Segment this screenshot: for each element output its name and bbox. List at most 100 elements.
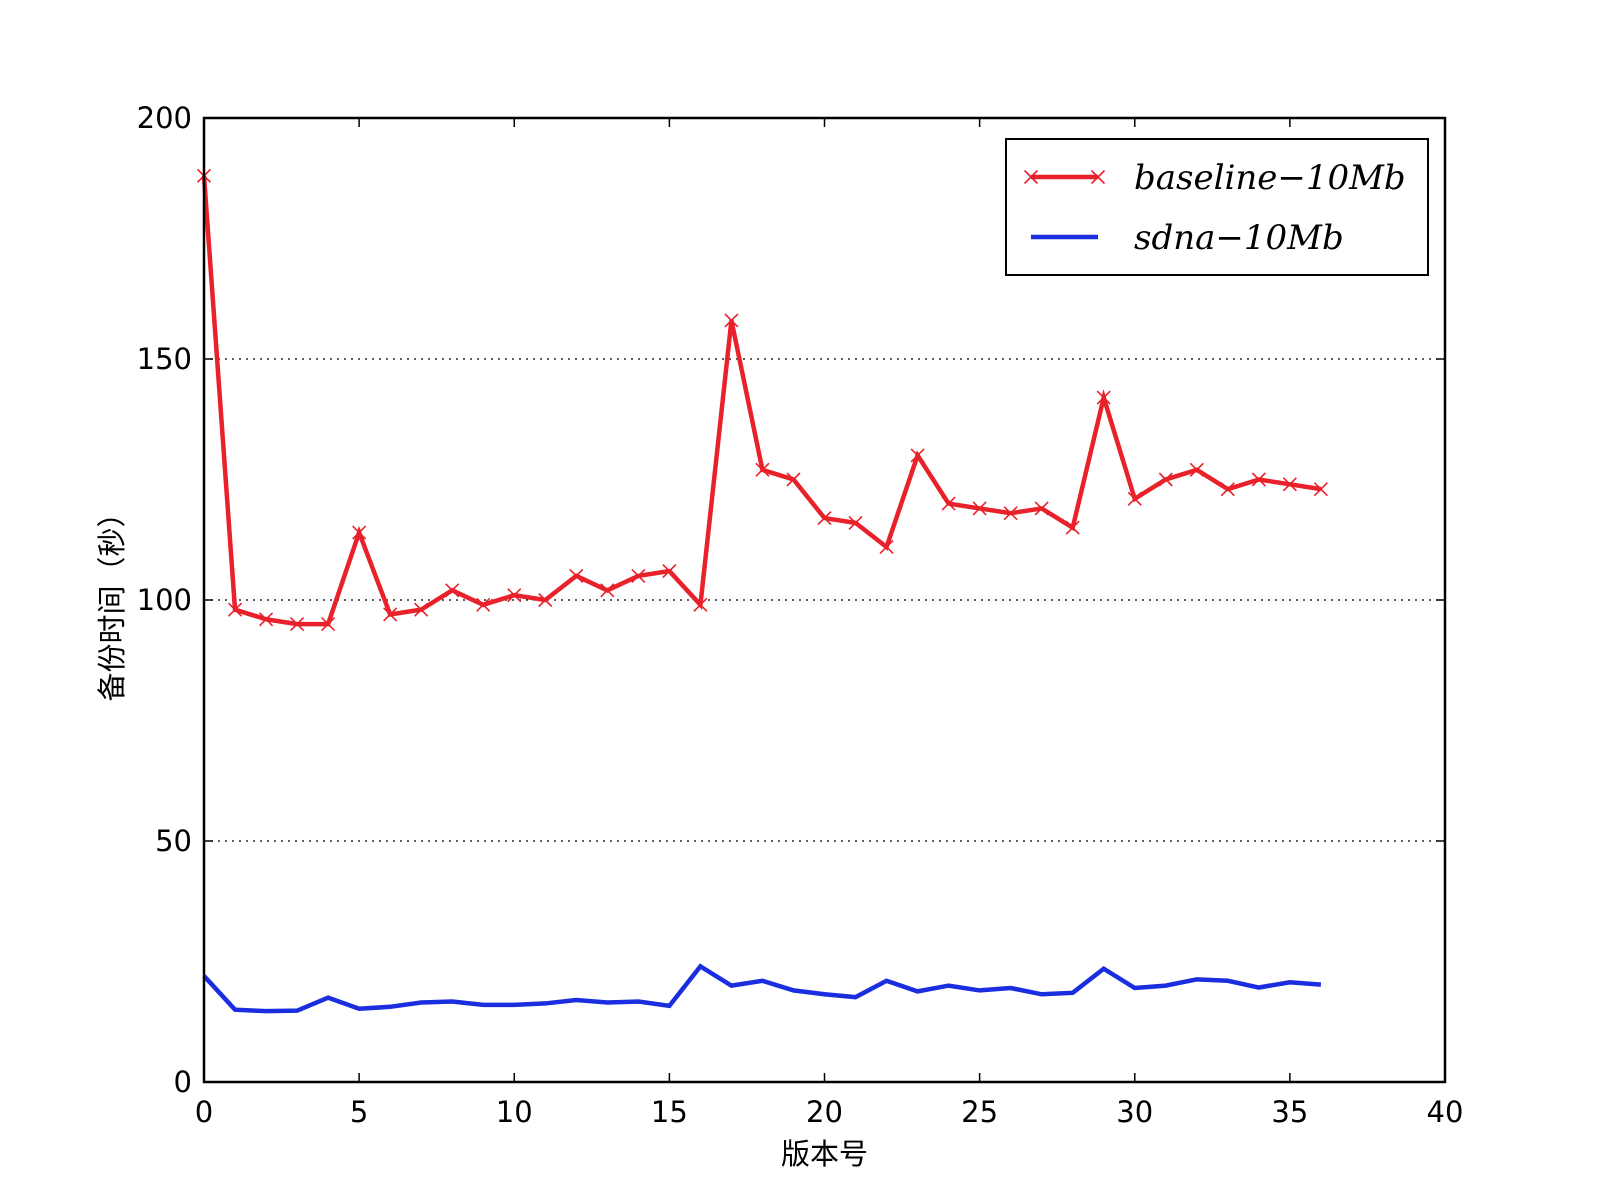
point-baseline-21 (848, 515, 863, 530)
legend-marker-baseline (1023, 169, 1106, 185)
point-baseline-3-b (290, 617, 305, 632)
point-baseline-33 (1220, 482, 1235, 497)
x-tick-label-40: 40 (1427, 1095, 1464, 1129)
point-baseline-31 (1158, 472, 1173, 487)
point-baseline-18-b (755, 462, 770, 477)
legend: baseline−10Mb sdna−10Mb (1005, 138, 1429, 276)
point-baseline-23 (910, 448, 925, 463)
point-baseline-34-b (1251, 472, 1266, 487)
point-baseline-13 (600, 583, 615, 598)
point-baseline-3 (290, 617, 305, 632)
point-baseline-33-b (1220, 482, 1235, 497)
x-tick-label-20: 20 (806, 1095, 843, 1129)
point-baseline-30-b (1127, 491, 1142, 506)
legend-label-baseline: baseline−10Mb (1134, 158, 1406, 198)
point-baseline-17-b (724, 313, 739, 328)
point-baseline-23-b (910, 448, 925, 463)
point-baseline-4-b (321, 617, 336, 632)
point-baseline-12 (569, 568, 584, 583)
x-tick-label-25: 25 (961, 1095, 998, 1129)
legend-marker-right-b (1090, 169, 1106, 185)
point-baseline-13-b (600, 583, 615, 598)
legend-marker-right (1090, 169, 1106, 185)
point-baseline-1 (227, 602, 243, 617)
point-baseline-32 (1189, 462, 1204, 477)
grid-lines (204, 358, 1445, 842)
point-baseline-11-b (538, 592, 553, 608)
legend-box (1005, 138, 1429, 276)
point-baseline-27 (1034, 501, 1049, 516)
point-baseline-26 (1003, 506, 1018, 521)
y-tick-label-150: 150 (137, 342, 192, 376)
point-baseline-25 (972, 501, 987, 516)
point-baseline-24 (941, 496, 956, 511)
point-baseline-20-b (817, 510, 832, 526)
legend-label-sdna: sdna−10Mb (1134, 218, 1344, 258)
point-baseline-31-b (1158, 472, 1173, 487)
point-baseline-2 (258, 612, 274, 627)
point-baseline-14-b (631, 568, 646, 583)
x-tick-label-0: 0 (195, 1095, 213, 1129)
point-baseline-24-b (941, 496, 956, 511)
point-baseline-36 (1313, 482, 1328, 497)
point-baseline-6-b (383, 607, 398, 622)
y-tick-label-200: 200 (137, 101, 192, 135)
x-tick-label-35: 35 (1271, 1095, 1308, 1129)
point-baseline-7-b (414, 602, 429, 617)
point-baseline-8 (445, 583, 460, 598)
series-sdna (202, 963, 1322, 1014)
point-baseline-1-b (227, 602, 243, 617)
tick-labels: 0 5 10 15 20 25 30 35 40 0 50 100 150 200 (137, 101, 1464, 1129)
point-baseline-14 (631, 568, 646, 583)
x-tick-label-15: 15 (651, 1095, 688, 1129)
point-baseline-16-b (693, 597, 708, 612)
point-baseline-6 (383, 607, 398, 622)
point-baseline-27-b (1034, 501, 1049, 516)
point-baseline-7 (414, 602, 429, 617)
point-baseline-11 (538, 592, 553, 608)
x-tick-label-10: 10 (496, 1095, 533, 1129)
x-axis-title: 版本号 (781, 1137, 868, 1171)
point-baseline-22-b (879, 539, 894, 555)
point-baseline-4 (321, 617, 336, 632)
series-line-sdna (202, 963, 1322, 1014)
point-baseline-19 (786, 472, 801, 487)
point-baseline-5-b (352, 525, 367, 540)
point-baseline-17 (724, 313, 739, 328)
legend-marker-left (1023, 169, 1039, 185)
point-baseline-10 (507, 588, 522, 603)
point-baseline-15 (662, 564, 677, 579)
point-baseline-35 (1282, 477, 1297, 492)
series-layer (196, 168, 1328, 1014)
point-baseline-8-b (445, 583, 460, 598)
point-baseline-20 (817, 510, 832, 526)
point-baseline-22 (879, 539, 894, 555)
point-baseline-5 (352, 525, 367, 540)
y-tick-label-100: 100 (137, 583, 192, 617)
point-baseline-35-b (1282, 477, 1297, 492)
point-baseline-9 (476, 597, 491, 612)
point-baseline-30 (1127, 491, 1142, 506)
point-baseline-19-b (786, 472, 801, 487)
point-baseline-28-b (1065, 520, 1080, 535)
point-baseline-34 (1251, 472, 1266, 487)
point-baseline-32-b (1189, 462, 1204, 477)
y-axis-title: 备份时间（秒） (95, 498, 129, 701)
point-baseline-26-b (1003, 506, 1018, 521)
point-baseline-16 (693, 597, 708, 612)
axis-ticks (203, 117, 1446, 1083)
x-tick-label-30: 30 (1116, 1095, 1153, 1129)
point-baseline-25-b (972, 501, 987, 516)
x-tick-label-5: 5 (350, 1095, 368, 1129)
point-baseline-10-b (507, 588, 522, 603)
point-baseline-28 (1065, 520, 1080, 535)
series-baseline (196, 168, 1328, 632)
point-baseline-9-b (476, 597, 491, 612)
legend-marker-left-b (1023, 169, 1039, 185)
point-baseline-12-b (569, 568, 584, 583)
point-baseline-15-b (662, 564, 677, 579)
y-tick-label-50: 50 (155, 824, 192, 858)
point-baseline-2-b (258, 612, 274, 627)
point-baseline-29-b (1096, 390, 1111, 405)
